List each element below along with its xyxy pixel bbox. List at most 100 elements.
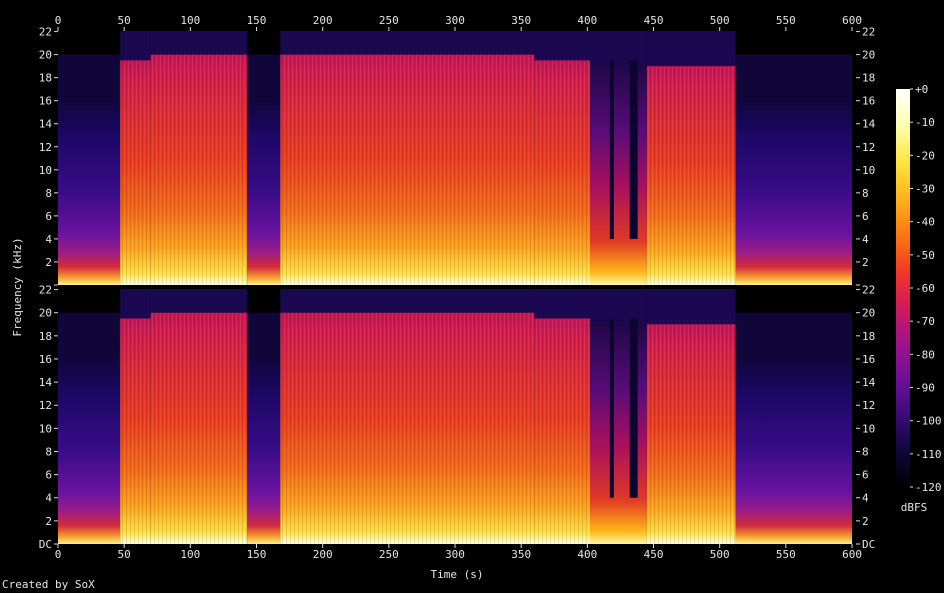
y-tick-label-left: 10 xyxy=(39,422,52,435)
colorbar-tick-label: -70 xyxy=(915,315,935,328)
colorbar-tick-label: -120 xyxy=(915,481,942,494)
y-tick-label-left: 22 xyxy=(39,26,52,39)
channel-2 xyxy=(58,289,856,544)
y-tick-label-right: 2 xyxy=(862,256,869,269)
y-tick-label-right: 22 xyxy=(862,26,875,39)
segment-5-texture xyxy=(534,60,590,286)
y-tick-label-right: DC xyxy=(862,538,875,551)
segment-5-ceiling xyxy=(534,289,590,319)
y-tick-label-right: 20 xyxy=(862,307,875,320)
y-tick-label-left: 18 xyxy=(39,72,52,85)
colorbar: +0 -10 -20 -30 -40 -50 -60 -70 -80 -90 -100 -110 -12… xyxy=(896,83,942,514)
colorbar-tick-label: -30 xyxy=(915,183,935,196)
y-tick-label-right: 4 xyxy=(862,233,869,246)
x-tick-label-top: 50 xyxy=(118,14,131,27)
y-tick-label-left: 16 xyxy=(39,95,52,108)
y-tick-label-right: 12 xyxy=(862,399,875,412)
y-tick-label-right: 8 xyxy=(862,187,869,200)
colorbar-gradient xyxy=(896,89,910,487)
y-tick-label-left: 4 xyxy=(45,492,52,505)
segment-3-ceiling xyxy=(247,312,281,359)
y-tick-label-right: 22 xyxy=(862,284,875,297)
x-tick-label-bottom: 50 xyxy=(118,548,131,561)
segment-7-ceiling xyxy=(646,289,736,325)
segment-1-texture xyxy=(120,318,151,544)
colorbar-tick-label: -60 xyxy=(915,282,935,295)
segment-7-ceiling xyxy=(646,31,736,67)
segment-4-ceiling xyxy=(280,289,535,313)
segment-8-ceiling xyxy=(735,312,853,359)
y-tick-label-left: 12 xyxy=(39,141,52,154)
x-tick-label-top: 300 xyxy=(445,14,465,27)
sparse-gap-0 xyxy=(609,318,614,498)
credit-text: Created by SoX xyxy=(2,578,95,591)
segment-6-ceiling xyxy=(590,31,647,67)
segment-1-ceiling xyxy=(120,289,151,319)
y-tick-label-right: 8 xyxy=(862,445,869,458)
x-tick-label-bottom: 550 xyxy=(776,548,796,561)
colorbar-tick-label: +0 xyxy=(915,83,928,96)
colorbar-tick-label: -80 xyxy=(915,348,935,361)
segment-4-texture xyxy=(280,54,535,285)
x-tick-label-bottom: 350 xyxy=(511,548,531,561)
sparse-gap-1 xyxy=(629,318,638,498)
colorbar-tick-label: -50 xyxy=(915,249,935,262)
segment-6 xyxy=(590,324,647,544)
segment-4-ceiling xyxy=(280,31,535,55)
x-tick-label-top: 250 xyxy=(379,14,399,27)
x-tick-label-top: 150 xyxy=(247,14,267,27)
x-tick-label-bottom: 0 xyxy=(55,548,62,561)
y-tick-label-left: 20 xyxy=(39,49,52,62)
y-tick-label-right: 16 xyxy=(862,353,875,366)
segment-0-ceiling xyxy=(58,54,121,101)
channel-panels xyxy=(58,31,856,544)
x-tick-label-top: 450 xyxy=(644,14,664,27)
y-tick-label-left: 6 xyxy=(45,469,52,482)
y-tick-label-left: 12 xyxy=(39,399,52,412)
x-tick-label-top: 200 xyxy=(313,14,333,27)
x-tick-label-top: 600 xyxy=(842,14,862,27)
x-tick-label-bottom: 400 xyxy=(577,548,597,561)
colorbar-tick-label: -40 xyxy=(915,216,935,229)
y-tick-label-right: 18 xyxy=(862,72,875,85)
x-tick-label-bottom: 150 xyxy=(247,548,267,561)
y-tick-label-left: 8 xyxy=(45,445,52,458)
y-axis-label: Frequency (kHz) xyxy=(11,237,24,336)
y-tick-label-left: 2 xyxy=(45,256,52,269)
y-tick-label-left: 6 xyxy=(45,210,52,223)
segment-0-ceiling xyxy=(58,312,121,359)
segment-4-texture xyxy=(280,312,535,544)
y-tick-label-left: 16 xyxy=(39,353,52,366)
y-tick-label-left: 2 xyxy=(45,515,52,528)
y-tick-label-left: 14 xyxy=(39,376,53,389)
y-tick-label-right: 6 xyxy=(862,469,869,482)
x-tick-label-top: 100 xyxy=(180,14,200,27)
colorbar-tick-label: -90 xyxy=(915,382,935,395)
x-tick-label-top: 0 xyxy=(55,14,62,27)
y-tick-label-left: 8 xyxy=(45,187,52,200)
segment-8-ceiling xyxy=(735,54,853,101)
y-tick-label-left: DC xyxy=(39,538,52,551)
y-tick-label-left: 18 xyxy=(39,330,52,343)
channel-1 xyxy=(58,31,856,286)
x-tick-label-top: 350 xyxy=(511,14,531,27)
x-tick-label-bottom: 200 xyxy=(313,548,333,561)
y-tick-label-right: 18 xyxy=(862,330,875,343)
colorbar-tick-label: -100 xyxy=(915,415,942,428)
segment-3-ceiling xyxy=(247,54,281,101)
y-tick-label-left: 20 xyxy=(39,307,52,320)
x-tick-label-bottom: 600 xyxy=(842,548,862,561)
y-tick-label-right: 12 xyxy=(862,141,875,154)
segment-2-ceiling xyxy=(150,289,248,313)
x-tick-label-top: 400 xyxy=(577,14,597,27)
y-tick-label-left: 22 xyxy=(39,284,52,297)
y-tick-label-right: 16 xyxy=(862,95,875,108)
segment-3 xyxy=(247,100,281,285)
y-tick-label-right: 10 xyxy=(862,422,875,435)
segment-5-texture xyxy=(534,318,590,544)
segment-6 xyxy=(590,66,647,285)
sparse-gap-1 xyxy=(629,60,638,239)
y-tick-label-left: 10 xyxy=(39,164,52,177)
y-tick-label-right: 14 xyxy=(862,118,876,131)
